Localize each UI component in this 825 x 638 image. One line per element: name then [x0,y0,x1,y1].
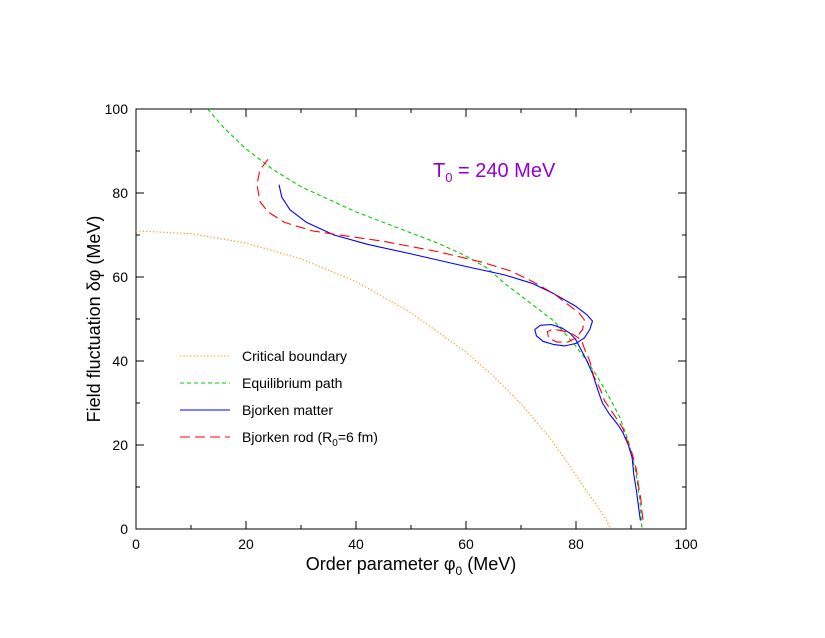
plot-frame [135,108,687,530]
y-axis-label: Field fluctuation δφ (MeV) [84,216,104,423]
x-tick-label: 100 [674,536,698,552]
y-tick-label: 0 [120,521,128,537]
series-line-2 [207,108,643,530]
series-layer [135,108,644,530]
x-tick-label: 60 [458,536,474,552]
y-tick-label: 100 [105,101,129,117]
x-tick-label: 80 [568,536,584,552]
legend-label-bjorken-rod: Bjorken rod (R0=6 fm) [242,429,378,449]
x-tick-label: 20 [238,536,254,552]
x-tick-label: 40 [348,536,364,552]
y-tick-label: 40 [112,353,128,369]
series-line-1 [135,230,612,530]
series-line-4 [256,159,644,521]
y-tick-label: 20 [112,437,128,453]
axis-ticks: 0 20 40 60 80 100 0 20 40 60 80 100 [105,101,698,552]
annotation-t0: T0 = 240 MeV [433,160,556,185]
legend: Critical boundary Equilibrium path Bjork… [180,348,378,449]
y-tick-label: 80 [112,185,128,201]
legend-label-equilibrium-path: Equilibrium path [242,375,342,391]
legend-label-bjorken-matter: Bjorken matter [242,402,333,418]
x-axis-label: Order parameter φ0 (MeV) [306,554,516,578]
legend-label-critical-boundary: Critical boundary [242,348,347,364]
series-line-3 [278,184,641,521]
x-tick-label: 0 [132,536,140,552]
y-tick-label: 60 [112,269,128,285]
